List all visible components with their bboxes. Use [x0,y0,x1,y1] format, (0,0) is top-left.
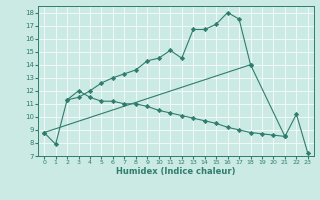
X-axis label: Humidex (Indice chaleur): Humidex (Indice chaleur) [116,167,236,176]
